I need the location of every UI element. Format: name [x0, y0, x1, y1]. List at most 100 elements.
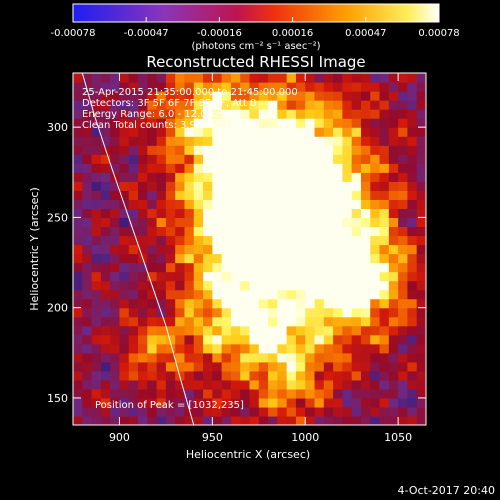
heatmap-cell [268, 190, 278, 200]
heatmap-cell [175, 343, 186, 354]
heatmap-cell [193, 307, 204, 318]
heatmap-cell [314, 172, 325, 182]
heatmap-cell [360, 316, 371, 327]
heatmap-cell [305, 325, 316, 336]
heatmap-cell [100, 172, 111, 182]
heatmap-cell [323, 136, 334, 146]
heatmap-cell [370, 73, 381, 83]
heatmap-cell [407, 73, 418, 83]
heatmap-cell [305, 361, 316, 372]
heatmap-cell [379, 127, 390, 137]
heatmap-cell [258, 379, 269, 390]
heatmap-cell [100, 280, 111, 291]
heatmap-cell [370, 388, 381, 399]
heatmap-cell [165, 388, 176, 399]
heatmap-cell [398, 217, 409, 228]
heatmap-cell [360, 271, 371, 282]
heatmap-cell [138, 316, 148, 327]
heatmap-cell [221, 91, 232, 101]
heatmap-cell [119, 226, 130, 237]
heatmap-cell [268, 253, 278, 264]
heatmap-cell [416, 406, 426, 417]
heatmap-cell [277, 82, 288, 92]
heatmap-cell [230, 298, 241, 309]
info-line: Detectors: 3F 5F 6F 7F 8F 9F, Att 0 [82, 98, 256, 109]
heatmap-cell [277, 388, 288, 399]
heatmap-cell [193, 397, 204, 408]
heatmap-cell [175, 334, 186, 345]
heatmap-cell [360, 388, 371, 399]
heatmap-cell [184, 73, 195, 83]
heatmap-cell [230, 271, 241, 282]
heatmap-cell [388, 127, 399, 137]
heatmap-cell [388, 100, 399, 110]
heatmap-cell [249, 217, 260, 228]
heatmap-cell [230, 262, 241, 273]
heatmap-cell [416, 370, 426, 381]
chart-title: Reconstructed RHESSI Image [146, 53, 365, 71]
heatmap-cell [184, 316, 195, 327]
heatmap-cell [184, 235, 195, 246]
heatmap-cell [147, 172, 158, 182]
heatmap-cell [286, 145, 297, 155]
heatmap-cell [305, 163, 316, 173]
heatmap-cell [82, 226, 93, 237]
heatmap-cell [100, 316, 111, 327]
heatmap-cell [175, 388, 186, 399]
heatmap-cell [184, 271, 195, 282]
heatmap-cell [128, 181, 139, 191]
heatmap-cell [258, 82, 269, 92]
heatmap-cell [342, 118, 353, 128]
heatmap-cell [221, 352, 232, 363]
heatmap-cell [351, 154, 362, 164]
heatmap-cell [360, 181, 371, 191]
heatmap-cell [379, 316, 390, 327]
heatmap-cell [416, 136, 426, 146]
heatmap-cell [203, 208, 213, 219]
heatmap-cell [147, 262, 158, 273]
heatmap-cell [333, 154, 343, 164]
heatmap-cell [156, 262, 167, 273]
heatmap-cell [295, 262, 306, 273]
heatmap-cell [258, 352, 269, 363]
heatmap-cell [351, 361, 362, 372]
heatmap-cell [258, 262, 269, 273]
heatmap-cell [110, 100, 121, 110]
heatmap-cell [240, 298, 251, 309]
heatmap-cell [407, 100, 418, 110]
heatmap-cell [230, 406, 241, 417]
heatmap-cell [119, 136, 130, 146]
heatmap-cell [91, 136, 102, 146]
heatmap-cell [193, 154, 204, 164]
heatmap-cell [193, 253, 204, 264]
heatmap-cell [416, 253, 426, 264]
heatmap-cell [119, 280, 130, 291]
heatmap-cell [230, 172, 241, 182]
heatmap-cell [286, 325, 297, 336]
heatmap-cell [314, 280, 325, 291]
heatmap-cell [119, 334, 130, 345]
heatmap-cell [370, 397, 381, 408]
heatmap-cell [230, 163, 241, 173]
heatmap-cell [156, 289, 167, 300]
heatmap-cell [379, 397, 390, 408]
heatmap-cell [91, 280, 102, 291]
heatmap-cell [342, 91, 353, 101]
heatmap-cell [286, 136, 297, 146]
heatmap-cell [295, 208, 306, 219]
heatmap-cell [407, 253, 418, 264]
heatmap-cell [184, 298, 195, 309]
heatmap-cell [379, 154, 390, 164]
heatmap-cell [268, 199, 278, 209]
heatmap-cell [193, 109, 204, 119]
heatmap-cell [230, 109, 241, 119]
heatmap-cell [333, 91, 343, 101]
heatmap-cell [342, 388, 353, 399]
heatmap-cell [249, 370, 260, 381]
heatmap-cell [184, 334, 195, 345]
heatmap-cell [73, 406, 83, 417]
heatmap-cell [184, 109, 195, 119]
heatmap-cell [212, 154, 223, 164]
heatmap-cell [407, 163, 418, 173]
heatmap-cell [128, 289, 139, 300]
